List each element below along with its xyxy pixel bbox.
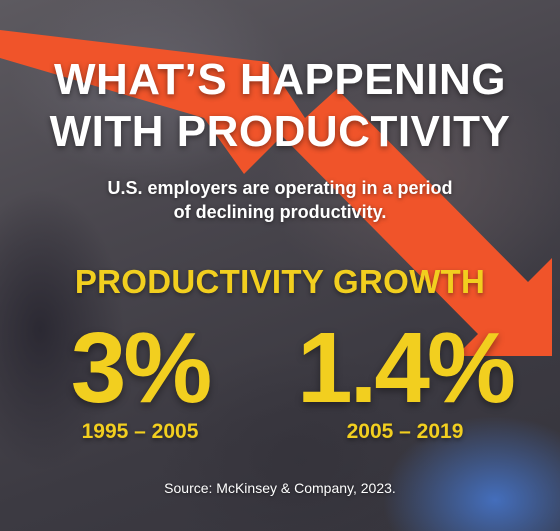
stat-value-2005-2019: 1.4% bbox=[297, 312, 516, 424]
headline-line-2: WITH PRODUCTIVITY bbox=[49, 107, 511, 156]
subheadline-line-1: U.S. employers are operating in a period bbox=[107, 178, 453, 198]
arrow-shape bbox=[0, 30, 552, 356]
section-title: PRODUCTIVITY GROWTH bbox=[74, 263, 486, 300]
stat-value-1995-2005: 3% bbox=[70, 312, 213, 424]
stat-period-1995-2005: 1995 – 2005 bbox=[81, 420, 199, 443]
source-citation: Source: McKinsey & Company, 2023. bbox=[164, 480, 396, 496]
headline-line-1: WHAT’S HAPPENING bbox=[53, 55, 507, 104]
stat-period-2005-2019: 2005 – 2019 bbox=[346, 420, 464, 443]
subheadline-line-2: of declining productivity. bbox=[173, 202, 387, 222]
